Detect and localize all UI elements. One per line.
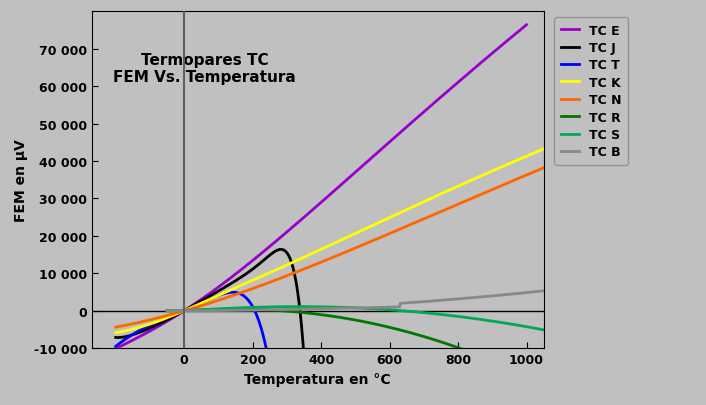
X-axis label: Temperatura en °C: Temperatura en °C <box>244 372 391 386</box>
TC R <box>660 249 669 254</box>
TC S <box>437 312 445 317</box>
TC B <box>663 275 671 279</box>
TC S <box>163 309 172 313</box>
TC E <box>292 222 301 226</box>
TC J <box>145 326 153 331</box>
TC T <box>229 290 237 295</box>
TC J <box>277 247 285 252</box>
TC E <box>439 93 448 98</box>
TC B <box>187 309 196 313</box>
Text: Termopares TC
FEM Vs. Temperatura: Termopares TC FEM Vs. Temperatura <box>114 53 296 85</box>
Line: TC K: TC K <box>116 106 654 333</box>
TC J <box>112 335 120 340</box>
TC R <box>227 307 235 312</box>
TC E <box>432 100 441 104</box>
TC E <box>153 324 162 329</box>
TC K <box>349 232 357 237</box>
TC R <box>591 259 599 264</box>
Line: TC J: TC J <box>116 250 444 405</box>
TC R <box>544 384 553 388</box>
TC S <box>590 326 599 331</box>
TC B <box>603 282 611 287</box>
Y-axis label: FEM en μV: FEM en μV <box>14 139 28 222</box>
TC B <box>422 299 431 304</box>
TC K <box>481 172 489 177</box>
TC R <box>414 333 423 338</box>
Line: TC R: TC R <box>167 232 706 386</box>
TC K <box>329 242 337 247</box>
TC N <box>512 177 520 182</box>
TC T <box>253 313 261 318</box>
TC N <box>337 252 346 256</box>
TC T <box>112 344 120 349</box>
Line: TC T: TC T <box>116 292 321 405</box>
Line: TC B: TC B <box>167 259 706 311</box>
TC N <box>464 198 472 202</box>
TC S <box>659 337 668 342</box>
TC S <box>648 335 657 340</box>
TC K <box>541 147 549 151</box>
TC B <box>163 309 172 313</box>
TC B <box>445 297 454 302</box>
TC K <box>167 314 175 319</box>
TC E <box>393 133 402 138</box>
TC N <box>319 259 328 264</box>
TC K <box>531 151 539 156</box>
TC N <box>521 174 530 179</box>
TC S <box>414 310 423 315</box>
Line: TC E: TC E <box>116 26 527 349</box>
TC B <box>674 273 683 278</box>
Line: TC N: TC N <box>116 134 629 327</box>
Legend: TC E, TC J, TC T, TC K, TC N, TC R, TC S, TC B: TC E, TC J, TC T, TC K, TC N, TC R, TC S… <box>554 18 628 165</box>
TC R <box>649 250 657 255</box>
TC R <box>437 340 445 345</box>
TC K <box>112 330 120 335</box>
TC N <box>112 325 120 330</box>
Line: TC S: TC S <box>167 241 706 355</box>
TC N <box>164 313 172 318</box>
TC N <box>625 131 633 136</box>
TC T <box>202 299 210 304</box>
TC K <box>650 104 658 109</box>
TC J <box>244 270 253 275</box>
TC S <box>227 306 235 311</box>
TC T <box>195 302 203 307</box>
TC E <box>522 23 531 28</box>
TC E <box>112 346 120 351</box>
TC E <box>277 234 286 239</box>
TC R <box>163 309 172 313</box>
TC T <box>133 330 141 335</box>
TC B <box>229 308 237 313</box>
TC J <box>256 261 265 266</box>
